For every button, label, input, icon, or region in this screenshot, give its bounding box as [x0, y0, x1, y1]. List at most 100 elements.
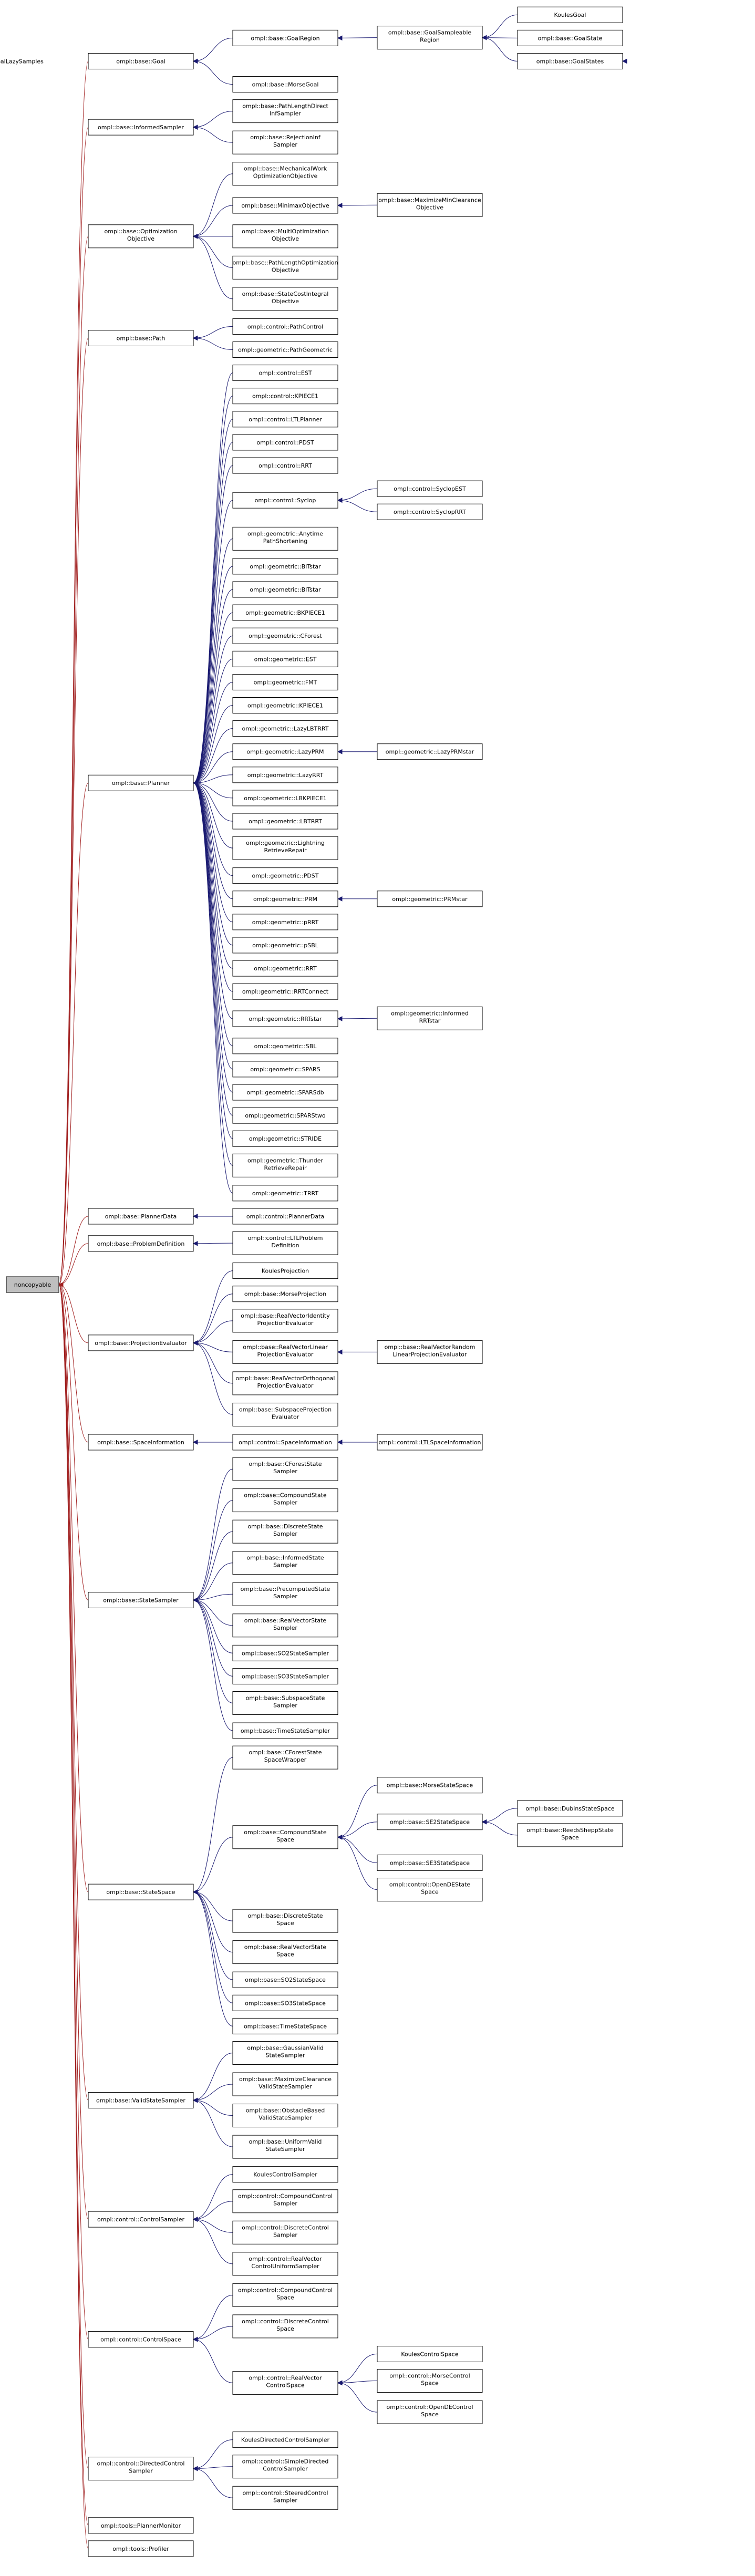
class-node-ompl-base-so3statespace[interactable]: ompl::base::SO3StateSpace	[232, 1994, 338, 2011]
class-node-koulescontrolsampler[interactable]: KoulesControlSampler	[232, 2166, 338, 2183]
class-node-ompl-base-optimization-objective[interactable]: ompl::base::OptimizationObjective	[88, 224, 194, 249]
class-node-ompl-base-statesampler[interactable]: ompl::base::StateSampler	[88, 1591, 194, 1608]
class-node-ompl-base-obstaclebased-validstatesampler[interactable]: ompl::base::ObstacleBasedValidStateSampl…	[232, 2104, 338, 2128]
class-node-ompl-base-goalstates[interactable]: ompl::base::GoalStates	[517, 53, 623, 69]
class-node-ompl-base-planner[interactable]: ompl::base::Planner	[88, 774, 194, 791]
class-node-ompl-base-morsegoal[interactable]: ompl::base::MorseGoal	[232, 76, 338, 93]
class-node-ompl-geometric-spars[interactable]: ompl::geometric::SPARS	[232, 1061, 338, 1078]
class-node-ompl-geometric-cforest[interactable]: ompl::geometric::CForest	[232, 627, 338, 644]
class-node-ompl-base-se2statespace[interactable]: ompl::base::SE2StateSpace	[377, 1814, 483, 1830]
class-node-ompl-base-se3statespace[interactable]: ompl::base::SE3StateSpace	[377, 1854, 483, 1871]
class-node-ompl-geometric-lbkpiece1[interactable]: ompl::geometric::LBKPIECE1	[232, 790, 338, 806]
class-node-ompl-base-informedsampler[interactable]: ompl::base::InformedSampler	[88, 119, 194, 136]
class-node-ompl-base-validstatesampler[interactable]: ompl::base::ValidStateSampler	[88, 2092, 194, 2109]
class-node-ompl-control-plannerdata[interactable]: ompl::control::PlannerData	[232, 1208, 338, 1225]
class-node-ompl-base-so2statesampler[interactable]: ompl::base::SO2StateSampler	[232, 1644, 338, 1661]
class-node-ompl-base-goalregion[interactable]: ompl::base::GoalRegion	[232, 29, 338, 46]
class-node-ompl-base-morsestatespace[interactable]: ompl::base::MorseStateSpace	[377, 1777, 483, 1794]
class-node-ompl-geometric-rrtconnect[interactable]: ompl::geometric::RRTConnect	[232, 983, 338, 1000]
class-node-ompl-geometric-lazyprm[interactable]: ompl::geometric::LazyPRM	[232, 743, 338, 760]
class-node-ompl-control-controlspace[interactable]: ompl::control::ControlSpace	[88, 2331, 194, 2348]
class-node-ompl-control-ltlspaceinformation[interactable]: ompl::control::LTLSpaceInformation	[377, 1434, 483, 1451]
class-node-ompl-control-pdst[interactable]: ompl::control::PDST	[232, 434, 338, 451]
class-node-ompl-control-pathcontrol[interactable]: ompl::control::PathControl	[232, 318, 338, 335]
class-node-ompl-base-path[interactable]: ompl::base::Path	[88, 329, 194, 346]
class-node-ompl-geometric-lazyprmstar[interactable]: ompl::geometric::LazyPRMstar	[377, 743, 483, 760]
class-node-ompl-control-rrt[interactable]: ompl::control::RRT	[232, 457, 338, 474]
class-node-ompl-base-realvectorlinear-projectionevaluator[interactable]: ompl::base::RealVectorLinearProjectionEv…	[232, 1340, 338, 1364]
class-node-ompl-geometric-sparsdb[interactable]: ompl::geometric::SPARSdb	[232, 1084, 338, 1101]
class-node-ompl-geometric-sparstwo[interactable]: ompl::geometric::SPARStwo	[232, 1107, 338, 1124]
class-node-ompl-control-kpiece1[interactable]: ompl::control::KPIECE1	[232, 388, 338, 405]
class-node-ompl-tools-plannermonitor[interactable]: ompl::tools::PlannerMonitor	[88, 2517, 194, 2534]
class-node-ompl-base-realvectoridentity-projectionevaluator[interactable]: ompl::base::RealVectorIdentityProjection…	[232, 1309, 338, 1333]
class-node-ompl-base-plannerdata[interactable]: ompl::base::PlannerData	[88, 1208, 194, 1225]
class-node-ompl-base-spaceinformation[interactable]: ompl::base::SpaceInformation	[88, 1434, 194, 1451]
class-node-ompl-base-goal[interactable]: ompl::base::Goal	[88, 53, 194, 69]
class-node-ompl-base-maximizeclearance-validstatesampler[interactable]: ompl::base::MaximizeClearanceValidStateS…	[232, 2072, 338, 2096]
class-node-ompl-base-pathlengthoptimization-objective[interactable]: ompl::base::PathLengthOptimizationObject…	[232, 255, 338, 280]
class-node-ompl-geometric-psbl[interactable]: ompl::geometric::pSBL	[232, 937, 338, 954]
class-node-ompl-control-syclopest[interactable]: ompl::control::SyclopEST	[377, 480, 483, 497]
class-node-ompl-geometric-prrt[interactable]: ompl::geometric::pRRT	[232, 914, 338, 930]
class-node-ompl-geometric-est[interactable]: ompl::geometric::EST	[232, 650, 338, 667]
class-node-ompl-base-projectionevaluator[interactable]: ompl::base::ProjectionEvaluator	[88, 1334, 194, 1351]
class-node-ompl-tools-profiler[interactable]: ompl::tools::Profiler	[88, 2540, 194, 2557]
class-node-ompl-geometric-bkpiece1[interactable]: ompl::geometric::BKPIECE1	[232, 604, 338, 621]
class-node-ompl-geometric-rrt[interactable]: ompl::geometric::RRT	[232, 960, 338, 977]
class-node-ompl-base-statespace[interactable]: ompl::base::StateSpace	[88, 1884, 194, 1900]
class-node-ompl-geometric-lbtrrt[interactable]: ompl::geometric::LBTRRT	[232, 813, 338, 830]
class-node-ompl-control-realvector-controluniformsampler[interactable]: ompl::control::RealVectorControlUniformS…	[232, 2252, 338, 2276]
class-node-ompl-geometric-fmt[interactable]: ompl::geometric::FMT	[232, 674, 338, 690]
class-node-ompl-base-goalstate[interactable]: ompl::base::GoalState	[517, 29, 623, 46]
class-node-ompl-base-goallazysamples[interactable]: ompl::base::GoalLazySamples	[0, 58, 44, 65]
class-node-ompl-geometric-prm[interactable]: ompl::geometric::PRM	[232, 891, 338, 907]
class-node-ompl-geometric-pdst[interactable]: ompl::geometric::PDST	[232, 867, 338, 884]
class-node-ompl-geometric-pathgeometric[interactable]: ompl::geometric::PathGeometric	[232, 342, 338, 358]
class-node-ompl-base-dubinsstatespace[interactable]: ompl::base::DubinsStateSpace	[517, 1800, 623, 1817]
class-node-ompl-control-syclop[interactable]: ompl::control::Syclop	[232, 492, 338, 509]
class-node-ompl-base-realvectororthogonal-projectionevaluator[interactable]: ompl::base::RealVectorOrthogonalProjecti…	[232, 1371, 338, 1395]
class-node-ompl-control-sycloprrt[interactable]: ompl::control::SyclopRRT	[377, 503, 483, 520]
class-node-koulescontrolspace[interactable]: KoulesControlSpace	[377, 2345, 483, 2362]
class-node-ompl-geometric-bitstar[interactable]: ompl::geometric::BITstar	[232, 581, 338, 598]
class-node-ompl-control-simpledirected-controlsampler[interactable]: ompl::control::SimpleDirectedControlSamp…	[232, 2455, 338, 2479]
class-node-ompl-base-timestatesampler[interactable]: ompl::base::TimeStateSampler	[232, 1722, 338, 1739]
class-node-ompl-geometric-stride[interactable]: ompl::geometric::STRIDE	[232, 1130, 338, 1147]
class-node-ompl-control-est[interactable]: ompl::control::EST	[232, 365, 338, 381]
class-node-ompl-base-realvectorrandom-linearprojectionevaluator[interactable]: ompl::base::RealVectorRandomLinearProjec…	[377, 1340, 483, 1364]
class-node-ompl-control-directedcontrol-sampler[interactable]: ompl::control::DirectedControlSampler	[88, 2457, 194, 2481]
class-node-ompl-geometric-rrtstar[interactable]: ompl::geometric::RRTstar	[232, 1010, 338, 1027]
